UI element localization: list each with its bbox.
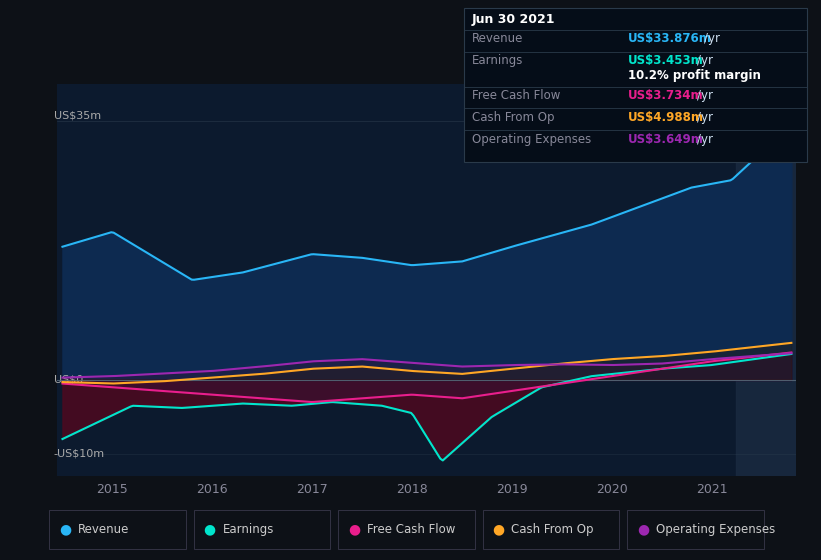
Text: 10.2% profit margin: 10.2% profit margin: [628, 69, 761, 82]
Text: Operating Expenses: Operating Expenses: [656, 522, 775, 536]
Text: /yr: /yr: [697, 89, 713, 102]
Text: /yr: /yr: [697, 133, 713, 146]
Text: ●: ●: [493, 522, 505, 536]
Text: /yr: /yr: [697, 111, 713, 124]
Text: Revenue: Revenue: [472, 32, 524, 45]
Text: ●: ●: [59, 522, 71, 536]
Text: US$35m: US$35m: [54, 111, 101, 121]
Text: Cash From Op: Cash From Op: [511, 522, 594, 536]
Text: /yr: /yr: [697, 54, 713, 67]
Text: US$4.988m: US$4.988m: [628, 111, 704, 124]
Text: US$33.876m: US$33.876m: [628, 32, 712, 45]
Text: Jun 30 2021: Jun 30 2021: [472, 13, 556, 26]
Text: US$3.734m: US$3.734m: [628, 89, 704, 102]
Text: US$3.649m: US$3.649m: [628, 133, 704, 146]
Text: -US$10m: -US$10m: [54, 449, 105, 459]
Text: Free Cash Flow: Free Cash Flow: [367, 522, 456, 536]
Bar: [736, 84, 796, 476]
Text: Earnings: Earnings: [472, 54, 524, 67]
Text: ●: ●: [204, 522, 216, 536]
Text: Earnings: Earnings: [222, 522, 274, 536]
Text: US$3.453m: US$3.453m: [628, 54, 704, 67]
Text: US$0: US$0: [54, 375, 83, 385]
Text: Revenue: Revenue: [78, 522, 130, 536]
Text: Operating Expenses: Operating Expenses: [472, 133, 591, 146]
Text: Free Cash Flow: Free Cash Flow: [472, 89, 561, 102]
Text: Cash From Op: Cash From Op: [472, 111, 554, 124]
Text: ●: ●: [637, 522, 649, 536]
Text: ●: ●: [348, 522, 360, 536]
Text: /yr: /yr: [704, 32, 720, 45]
